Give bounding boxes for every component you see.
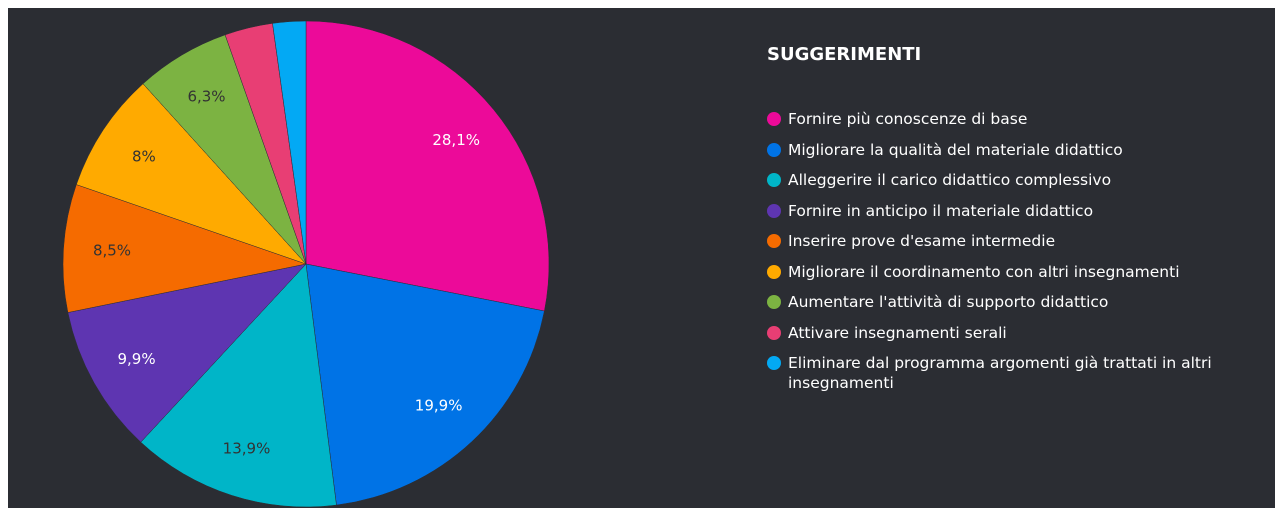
legend-swatch xyxy=(767,234,781,248)
legend-item: Eliminare dal programma argomenti già tr… xyxy=(767,353,1267,393)
legend-title: SUGGERIMENTI xyxy=(767,44,922,65)
data-label: 28,1% xyxy=(432,131,480,149)
legend-item: Inserire prove d'esame intermedie xyxy=(767,231,1267,251)
data-label: 13,9% xyxy=(223,440,271,458)
legend-item: Attivare insegnamenti serali xyxy=(767,323,1267,343)
legend-item: Alleggerire il carico didattico compless… xyxy=(767,170,1267,190)
legend-swatch xyxy=(767,264,781,279)
data-label: 19,9% xyxy=(415,397,463,415)
legend-label: Fornire in anticipo il materiale didatti… xyxy=(788,201,1094,220)
legend-swatch xyxy=(767,173,781,187)
legend-swatch xyxy=(767,203,781,218)
legend: SUGGERIMENTI Fornire più conoscenze di b… xyxy=(767,44,1267,404)
legend-item: Aumentare l'attività di supporto didatti… xyxy=(767,292,1267,312)
pie-slice xyxy=(62,184,307,313)
legend-item: Fornire più conoscenze di base xyxy=(767,109,1267,129)
data-label: 8,5% xyxy=(93,242,131,260)
chart: 28,1% 19,9% 13,9% 9,9% 8,5% 8% 6,3% xyxy=(62,20,550,508)
legend-swatch xyxy=(767,142,781,157)
data-label: 6,3% xyxy=(187,87,225,105)
legend-label: Inserire prove d'esame intermedie xyxy=(788,232,1056,250)
legend-item: Migliorare il coordinamento con altri in… xyxy=(767,262,1267,282)
legend-label: Eliminare dal programma argomenti già tr… xyxy=(788,354,1212,392)
pie-slice xyxy=(67,263,307,443)
legend-item: Migliorare la qualità del materiale dida… xyxy=(767,140,1267,160)
legend-label: Alleggerire il carico didattico compless… xyxy=(788,171,1112,189)
legend-label: Migliorare la qualità del materiale dida… xyxy=(788,140,1123,159)
legend-label: Attivare insegnamenti serali xyxy=(788,323,1007,342)
pie-slice xyxy=(272,20,307,265)
legend-swatch xyxy=(767,356,781,370)
data-label: 9,9% xyxy=(117,350,155,368)
legend-label: Aumentare l'attività di supporto didatti… xyxy=(788,293,1109,311)
legend-swatch xyxy=(767,295,781,309)
pie-slice xyxy=(76,83,307,265)
legend-label: Fornire più conoscenze di base xyxy=(788,110,1028,128)
pie-slice xyxy=(305,263,545,506)
pie-slice xyxy=(305,20,550,312)
legend-label: Migliorare il coordinamento con altri in… xyxy=(788,262,1180,281)
pie-slice xyxy=(140,263,337,508)
legend-swatch xyxy=(767,325,781,340)
data-label: 8% xyxy=(132,147,156,165)
chart-panel: 28,1% 19,9% 13,9% 9,9% 8,5% 8% 6,3% SUGGERIMEN… xyxy=(8,8,1275,508)
legend-item: Fornire in anticipo il materiale didatti… xyxy=(767,201,1267,221)
legend-swatch xyxy=(767,112,781,126)
